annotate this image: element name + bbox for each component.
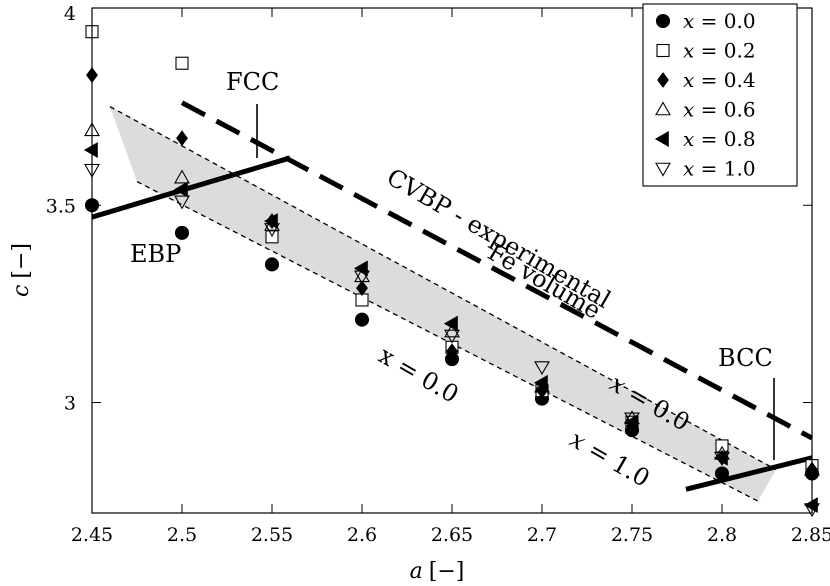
reference-line-2 bbox=[685, 455, 813, 492]
axis-ticks: 2.45 2.5 2.55 2.6 2.65 2.7 2.75 2.8 2.85 3 3.5 4 bbox=[46, 3, 830, 546]
point-s1-1 bbox=[175, 56, 189, 70]
point-s4-4 bbox=[443, 315, 458, 332]
annotation-bcc: BCC bbox=[718, 344, 773, 372]
legend-marker-2 bbox=[657, 72, 669, 88]
point-s5-6 bbox=[624, 412, 640, 427]
x-tick-label: 2.6 bbox=[347, 524, 377, 546]
point-s4-0 bbox=[83, 142, 98, 158]
point-s5-3 bbox=[354, 270, 370, 285]
legend-marker-4 bbox=[654, 131, 669, 147]
legend-label-0: x = 0.0 bbox=[683, 9, 756, 33]
x-tick-label: 2.45 bbox=[71, 524, 113, 546]
point-s4-6 bbox=[623, 414, 638, 431]
x-tick-label: 2.65 bbox=[431, 524, 473, 546]
point-s2-1 bbox=[176, 130, 188, 147]
x-tick-label: 2.55 bbox=[251, 524, 293, 546]
point-s4-5 bbox=[533, 374, 548, 391]
point-s4-3 bbox=[353, 260, 368, 277]
x-tick-label: 2.85 bbox=[791, 524, 830, 546]
point-s0-3 bbox=[354, 312, 370, 327]
point-s4-2 bbox=[263, 213, 278, 229]
point-s5-5 bbox=[534, 361, 550, 376]
point-s5-4 bbox=[444, 329, 460, 344]
series-4 bbox=[83, 142, 818, 514]
legend: x = 0.0 x = 0.2 x = 0.4 x = 0.6 x = 0.8 x = 1… bbox=[642, 3, 798, 187]
legend-marker-0 bbox=[655, 13, 671, 29]
x-tick-label: 2.7 bbox=[527, 524, 557, 546]
y-axis-label: c[−] bbox=[9, 243, 34, 297]
reference-line-1 bbox=[91, 155, 291, 220]
annotation-fcc: FCC bbox=[226, 68, 279, 96]
point-s0-1 bbox=[174, 225, 190, 240]
point-s3-1 bbox=[174, 169, 190, 184]
point-s0-7 bbox=[714, 466, 730, 481]
shaded-band bbox=[110, 106, 776, 502]
x-tick-label: 2.5 bbox=[167, 524, 197, 546]
point-s5-1 bbox=[174, 195, 190, 210]
legend-label-4: x = 0.8 bbox=[683, 127, 756, 151]
legend-label-3: x = 0.6 bbox=[683, 98, 756, 122]
x-axis-label: a [−] bbox=[410, 559, 465, 584]
legend-marker-5 bbox=[655, 162, 671, 177]
point-s2-4 bbox=[446, 343, 458, 360]
point-s5-2 bbox=[264, 223, 280, 238]
legend-marker-3 bbox=[655, 101, 671, 116]
y-tick-label: 3.5 bbox=[46, 195, 76, 217]
legend-label-2: x = 0.4 bbox=[683, 68, 756, 92]
legend-box bbox=[642, 3, 798, 187]
y-tick-label: 3 bbox=[64, 393, 76, 415]
y-tick-label: 4 bbox=[64, 3, 76, 25]
point-s0-2 bbox=[264, 257, 280, 272]
mixed-cvbp-band bbox=[110, 106, 776, 502]
point-s4-1 bbox=[173, 181, 188, 198]
legend-label-1: x = 0.2 bbox=[683, 39, 756, 63]
point-s3-3 bbox=[354, 268, 370, 283]
point-s4-8 bbox=[803, 497, 818, 514]
reference-lines bbox=[91, 100, 814, 502]
x-tick-label: 2.8 bbox=[707, 524, 737, 546]
point-s2-3 bbox=[356, 280, 368, 297]
legend-label-5: x = 1.0 bbox=[683, 157, 756, 181]
annotation-ebp: EBP bbox=[130, 240, 181, 268]
legend-marker-1 bbox=[656, 43, 670, 58]
reference-line-3 bbox=[109, 106, 777, 471]
point-s5-7 bbox=[714, 451, 730, 466]
x-tick-label: 2.75 bbox=[611, 524, 653, 546]
